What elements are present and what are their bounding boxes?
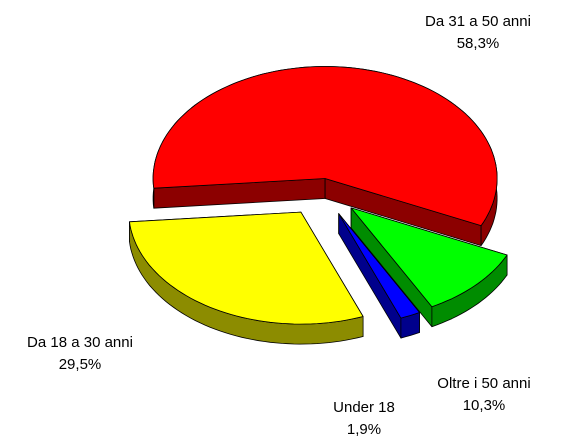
slice-label: Da 18 a 30 anni — [27, 334, 133, 351]
slice — [338, 213, 420, 339]
slice-label: Under 18 — [333, 399, 395, 416]
slice-value-label: 1,9% — [347, 421, 381, 437]
slice-top — [338, 213, 420, 319]
slice — [129, 211, 364, 345]
slice-top — [152, 66, 498, 227]
slice-label: Da 31 a 50 anni — [425, 13, 531, 30]
slice-value-label: 29,5% — [59, 356, 102, 373]
slice-top — [129, 211, 364, 325]
slice — [152, 66, 498, 247]
slice-top — [350, 207, 508, 308]
slice-label: Oltre i 50 anni — [437, 375, 530, 392]
slice — [350, 207, 508, 328]
slice-value-label: 58,3% — [457, 35, 500, 52]
slice-value-label: 10,3% — [463, 397, 506, 414]
